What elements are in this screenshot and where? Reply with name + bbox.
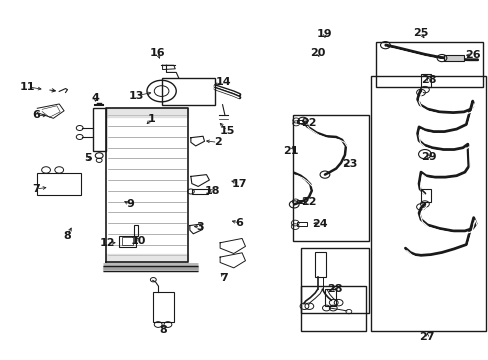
Text: 1: 1 xyxy=(148,114,155,124)
Polygon shape xyxy=(190,136,204,146)
Text: 22: 22 xyxy=(301,197,316,207)
Text: 6: 6 xyxy=(235,218,243,228)
Text: 13: 13 xyxy=(128,91,143,101)
Text: 27: 27 xyxy=(419,332,434,342)
Polygon shape xyxy=(189,224,202,234)
Text: 20: 20 xyxy=(309,48,325,58)
Text: 18: 18 xyxy=(204,186,220,197)
Text: 6: 6 xyxy=(32,111,40,121)
Text: 7: 7 xyxy=(32,184,40,194)
Text: 8: 8 xyxy=(63,231,71,240)
Text: 9: 9 xyxy=(126,199,134,210)
Text: 3: 3 xyxy=(196,222,204,231)
Text: 2: 2 xyxy=(213,138,221,147)
Text: 10: 10 xyxy=(131,236,146,246)
Text: 17: 17 xyxy=(231,179,247,189)
Polygon shape xyxy=(190,175,209,186)
Text: 28: 28 xyxy=(326,284,342,294)
Text: 28: 28 xyxy=(420,75,436,85)
Polygon shape xyxy=(444,55,463,60)
Text: 8: 8 xyxy=(159,325,166,334)
Text: 12: 12 xyxy=(99,238,115,248)
Text: 11: 11 xyxy=(20,82,35,92)
Text: 5: 5 xyxy=(84,153,92,163)
Text: 24: 24 xyxy=(312,219,327,229)
Text: 19: 19 xyxy=(317,29,332,39)
Polygon shape xyxy=(37,104,64,118)
Text: 16: 16 xyxy=(150,48,165,58)
Text: 22: 22 xyxy=(301,118,316,128)
Polygon shape xyxy=(37,173,81,195)
Text: 23: 23 xyxy=(341,159,356,169)
Text: 25: 25 xyxy=(412,28,428,38)
Text: 14: 14 xyxy=(215,77,231,87)
Text: 15: 15 xyxy=(219,126,235,135)
Polygon shape xyxy=(220,238,245,253)
Text: 4: 4 xyxy=(92,93,100,103)
Text: 29: 29 xyxy=(420,152,436,162)
Text: 21: 21 xyxy=(283,146,298,156)
Polygon shape xyxy=(220,253,245,268)
Text: 26: 26 xyxy=(464,50,480,60)
Text: 7: 7 xyxy=(220,273,227,283)
